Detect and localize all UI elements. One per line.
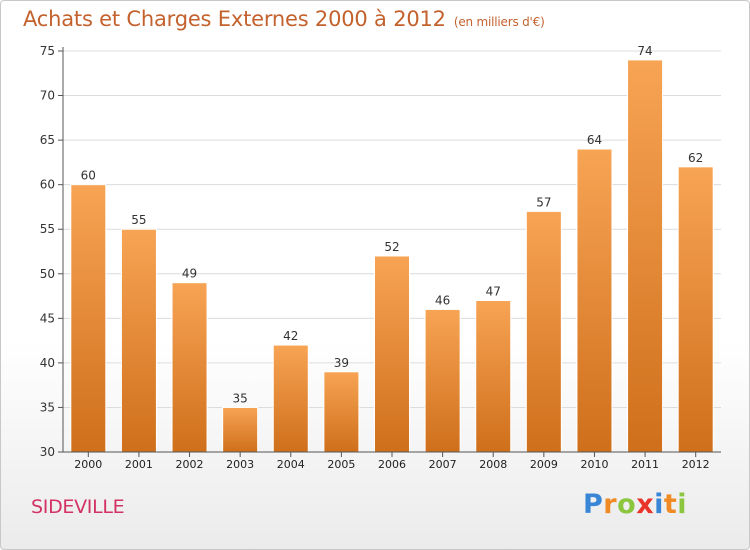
bar: [374, 255, 410, 453]
proxiti-logo: Proxiti: [583, 489, 687, 520]
logo-letter: i: [677, 489, 688, 520]
bar-value-label: 52: [384, 240, 399, 254]
bar: [323, 371, 360, 453]
bar-value-label: 46: [435, 293, 450, 307]
bar-value-label: 57: [536, 195, 551, 209]
y-tick-label: 45: [40, 311, 55, 325]
y-tick-label: 65: [40, 133, 55, 147]
x-tick-label: 2003: [226, 458, 254, 471]
bar: [120, 228, 157, 453]
bar: [171, 282, 208, 453]
bar-value-label: 49: [182, 267, 197, 281]
bar-value-label: 39: [334, 356, 349, 370]
bar: [576, 148, 613, 453]
y-tick-label: 55: [40, 222, 55, 236]
x-tick-label: 2001: [125, 458, 153, 471]
bar-value-label: 62: [688, 151, 703, 165]
logo-letter: P: [583, 489, 604, 520]
bar: [222, 406, 259, 453]
y-tick-label: 40: [40, 356, 55, 370]
bar-value-label: 35: [233, 391, 248, 405]
x-tick-label: 2000: [74, 458, 102, 471]
x-tick-label: 2009: [530, 458, 558, 471]
chart-title: Achats et Charges Externes 2000 à 2012 (e…: [23, 7, 545, 31]
y-tick-label: 35: [40, 400, 55, 414]
chart-title-text: Achats et Charges Externes 2000 à 2012: [23, 7, 446, 31]
bar: [627, 59, 664, 453]
bar: [272, 344, 309, 453]
y-tick-label: 60: [40, 178, 55, 192]
logo-letter: r: [603, 489, 618, 520]
bar-value-label: 74: [637, 44, 652, 58]
x-tick-label: 2006: [378, 458, 406, 471]
x-tick-label: 2007: [429, 458, 457, 471]
x-tick-label: 2011: [631, 458, 659, 471]
bar-value-label: 42: [283, 329, 298, 343]
logo-letter: i: [654, 489, 664, 520]
y-tick-label: 70: [40, 89, 55, 103]
logo-letter: t: [663, 489, 678, 520]
bar-value-label: 64: [587, 133, 602, 147]
y-tick-label: 50: [40, 267, 55, 281]
y-tick-label: 30: [40, 445, 55, 459]
chart-subtitle: (en milliers d'€): [453, 15, 545, 29]
bar-value-label: 47: [486, 285, 501, 299]
x-tick-label: 2005: [327, 458, 355, 471]
commune-name: SIDEVILLE: [31, 496, 125, 518]
bar: [70, 184, 107, 453]
bar: [424, 308, 461, 453]
logo-letter: x: [636, 489, 655, 520]
bar-value-label: 55: [131, 213, 146, 227]
x-tick-label: 2012: [682, 458, 710, 471]
x-tick-label: 2010: [580, 458, 608, 471]
x-tick-label: 2002: [176, 458, 204, 471]
x-tick-label: 2004: [277, 458, 305, 471]
y-tick-label: 75: [40, 44, 55, 58]
logo-letter: o: [617, 489, 637, 520]
bar-value-label: 60: [81, 169, 96, 183]
bar: [475, 300, 512, 453]
x-tick-label: 2008: [479, 458, 507, 471]
bar: [677, 166, 714, 453]
bar: [525, 210, 562, 453]
